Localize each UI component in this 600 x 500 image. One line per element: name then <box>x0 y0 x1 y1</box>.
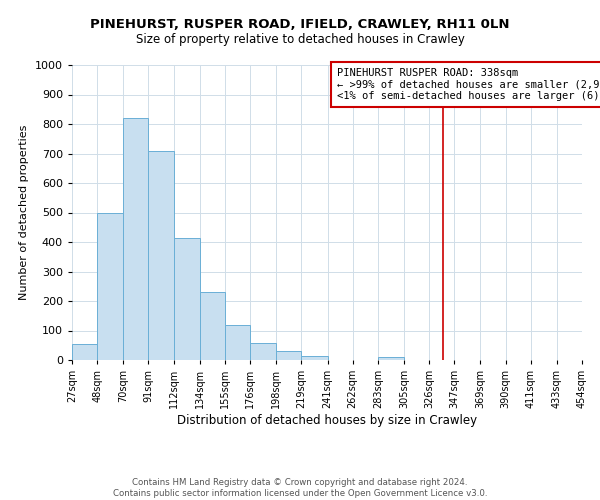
Text: PINEHURST, RUSPER ROAD, IFIELD, CRAWLEY, RH11 0LN: PINEHURST, RUSPER ROAD, IFIELD, CRAWLEY,… <box>90 18 510 30</box>
Bar <box>225 326 250 360</box>
Y-axis label: Number of detached properties: Number of detached properties <box>19 125 29 300</box>
Bar <box>124 118 148 360</box>
Bar <box>250 343 276 360</box>
Bar <box>301 356 328 360</box>
Bar <box>173 238 200 360</box>
Bar <box>378 357 404 360</box>
Bar <box>72 344 97 360</box>
Text: Contains HM Land Registry data © Crown copyright and database right 2024.
Contai: Contains HM Land Registry data © Crown c… <box>113 478 487 498</box>
Text: PINEHURST RUSPER ROAD: 338sqm
← >99% of detached houses are smaller (2,960)
<1% : PINEHURST RUSPER ROAD: 338sqm ← >99% of … <box>337 68 600 101</box>
X-axis label: Distribution of detached houses by size in Crawley: Distribution of detached houses by size … <box>177 414 477 427</box>
Text: Size of property relative to detached houses in Crawley: Size of property relative to detached ho… <box>136 32 464 46</box>
Bar <box>276 350 301 360</box>
Bar <box>97 212 124 360</box>
Bar <box>148 150 173 360</box>
Bar <box>200 292 225 360</box>
